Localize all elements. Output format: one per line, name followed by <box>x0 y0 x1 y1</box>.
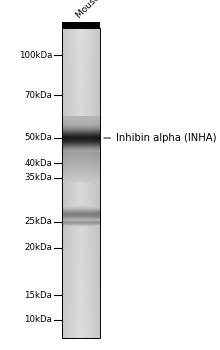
Text: 15kDa: 15kDa <box>24 290 52 300</box>
Text: 25kDa: 25kDa <box>24 217 52 226</box>
Text: Inhibin alpha (INHA): Inhibin alpha (INHA) <box>104 133 216 143</box>
Text: 100kDa: 100kDa <box>19 50 52 60</box>
Text: 70kDa: 70kDa <box>24 91 52 99</box>
Text: 20kDa: 20kDa <box>24 244 52 252</box>
Text: 10kDa: 10kDa <box>24 315 52 324</box>
Bar <box>62 22 100 28</box>
Text: 50kDa: 50kDa <box>24 133 52 142</box>
Text: 35kDa: 35kDa <box>24 174 52 182</box>
Text: Mouse ovary: Mouse ovary <box>75 0 122 20</box>
Text: 40kDa: 40kDa <box>24 159 52 168</box>
Bar <box>62 28 100 338</box>
